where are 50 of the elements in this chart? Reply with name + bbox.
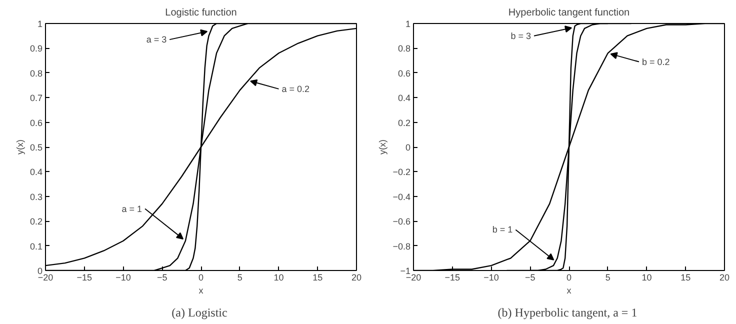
annotation: b = 1: [492, 224, 513, 235]
y-tick-label: 0.2: [30, 216, 43, 227]
y-axis-title: y(x): [378, 139, 388, 154]
x-tick-label: 0: [566, 272, 572, 282]
y-tick-label: 0.8: [30, 68, 43, 78]
y-tick-label: 0.8: [398, 44, 411, 54]
x-tick-label: 20: [719, 272, 730, 282]
x-tick-label: 15: [680, 272, 691, 282]
y-tick-label: 0.9: [30, 44, 43, 54]
y-tick-label: 0.6: [30, 118, 43, 128]
x-tick-label: −15: [76, 272, 92, 282]
x-tick-label: 5: [237, 272, 242, 282]
y-tick-label: 1: [37, 19, 43, 29]
y-tick-label: −0.4: [392, 192, 411, 202]
annotation: a = 0.2: [282, 84, 310, 94]
y-tick-label: −0.6: [392, 216, 411, 227]
y-tick-label: −0.2: [392, 167, 411, 178]
y-tick-label: 0.3: [30, 192, 43, 202]
x-axis-title: x: [198, 286, 204, 296]
x-tick-label: −10: [116, 272, 131, 282]
annotation: b = 0.2: [642, 56, 670, 67]
x-tick-label: 0: [198, 272, 204, 282]
y-tick-label: 0.6: [398, 68, 411, 78]
y-tick-label: 0.7: [30, 93, 43, 104]
x-tick-label: 10: [642, 272, 652, 282]
x-axis-title: x: [566, 286, 572, 296]
y-tick-label: 1: [405, 19, 411, 29]
x-tick-label: 5: [605, 272, 610, 282]
x-tick-label: −15: [444, 272, 460, 282]
y-axis-title: y(x): [14, 139, 25, 154]
chart-title: Logistic function: [165, 8, 237, 18]
y-tick-label: 0.5: [30, 142, 43, 152]
x-tick-label: 20: [351, 272, 362, 282]
x-tick-label: 15: [312, 272, 323, 282]
x-tick-label: −10: [484, 272, 499, 282]
chart-title: Hyperbolic tangent function: [508, 8, 630, 18]
y-tick-label: −0.8: [392, 241, 411, 252]
y-tick-label: 0.2: [398, 118, 411, 128]
y-tick-label: 0.1: [30, 241, 43, 252]
x-tick-label: 10: [274, 272, 284, 282]
y-tick-label: 0.4: [30, 167, 43, 178]
x-tick-label: −5: [524, 272, 536, 282]
annotation: a = 3: [146, 34, 167, 45]
y-tick-label: 0.4: [398, 93, 411, 104]
annotation: a = 1: [122, 204, 142, 214]
x-tick-label: −5: [156, 272, 168, 282]
y-tick-label: 0: [405, 142, 411, 152]
annotation: b = 3: [510, 30, 532, 41]
text: (b) Hyperbolic tangent, a = 1: [498, 306, 638, 320]
text: (a) Logistic: [172, 306, 228, 320]
